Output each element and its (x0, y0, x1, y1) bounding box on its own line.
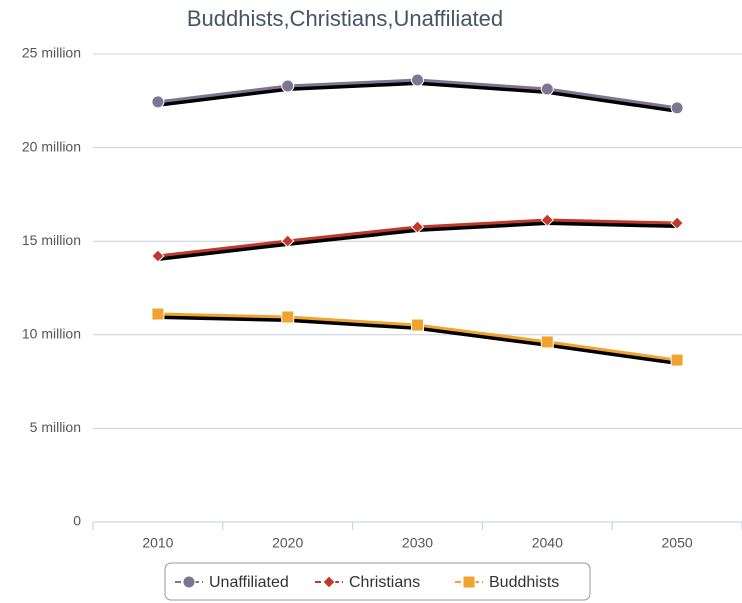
point (540, 82, 554, 96)
point (280, 234, 295, 248)
x-tick-label: 2030 (402, 535, 433, 551)
point (151, 307, 165, 321)
point (411, 73, 424, 87)
point (151, 95, 165, 109)
legend-label: Christians (349, 574, 420, 591)
point (670, 216, 684, 230)
y-tick-label: 15 million (22, 232, 81, 248)
point (670, 101, 684, 115)
legend-label: Buddhists (489, 574, 559, 591)
x-tick-label: 2040 (532, 535, 563, 551)
legend-symbol (322, 575, 336, 589)
point (670, 353, 684, 367)
chart-title: Buddhists,Christians,Unaffiliated (187, 6, 503, 31)
y-tick-label: 0 (73, 513, 81, 529)
legend-box (164, 562, 591, 601)
y-tick-label: 10 million (22, 326, 81, 342)
y-tick-label: 25 million (22, 45, 81, 61)
x-tick-label: 2020 (272, 535, 303, 551)
y-tick-label: 5 million (30, 419, 81, 435)
legend-label: Unaffiliated (209, 574, 289, 591)
legend-symbol (182, 575, 196, 589)
point (281, 79, 295, 93)
point (151, 249, 165, 263)
point (410, 220, 425, 234)
point (540, 213, 555, 227)
y-tick-label: 20 million (22, 138, 81, 154)
x-tick-label: 2050 (662, 535, 693, 551)
point (540, 335, 554, 349)
legend-symbol (462, 575, 476, 589)
point (281, 310, 295, 324)
point (411, 318, 424, 332)
x-tick-label: 2010 (142, 535, 173, 551)
